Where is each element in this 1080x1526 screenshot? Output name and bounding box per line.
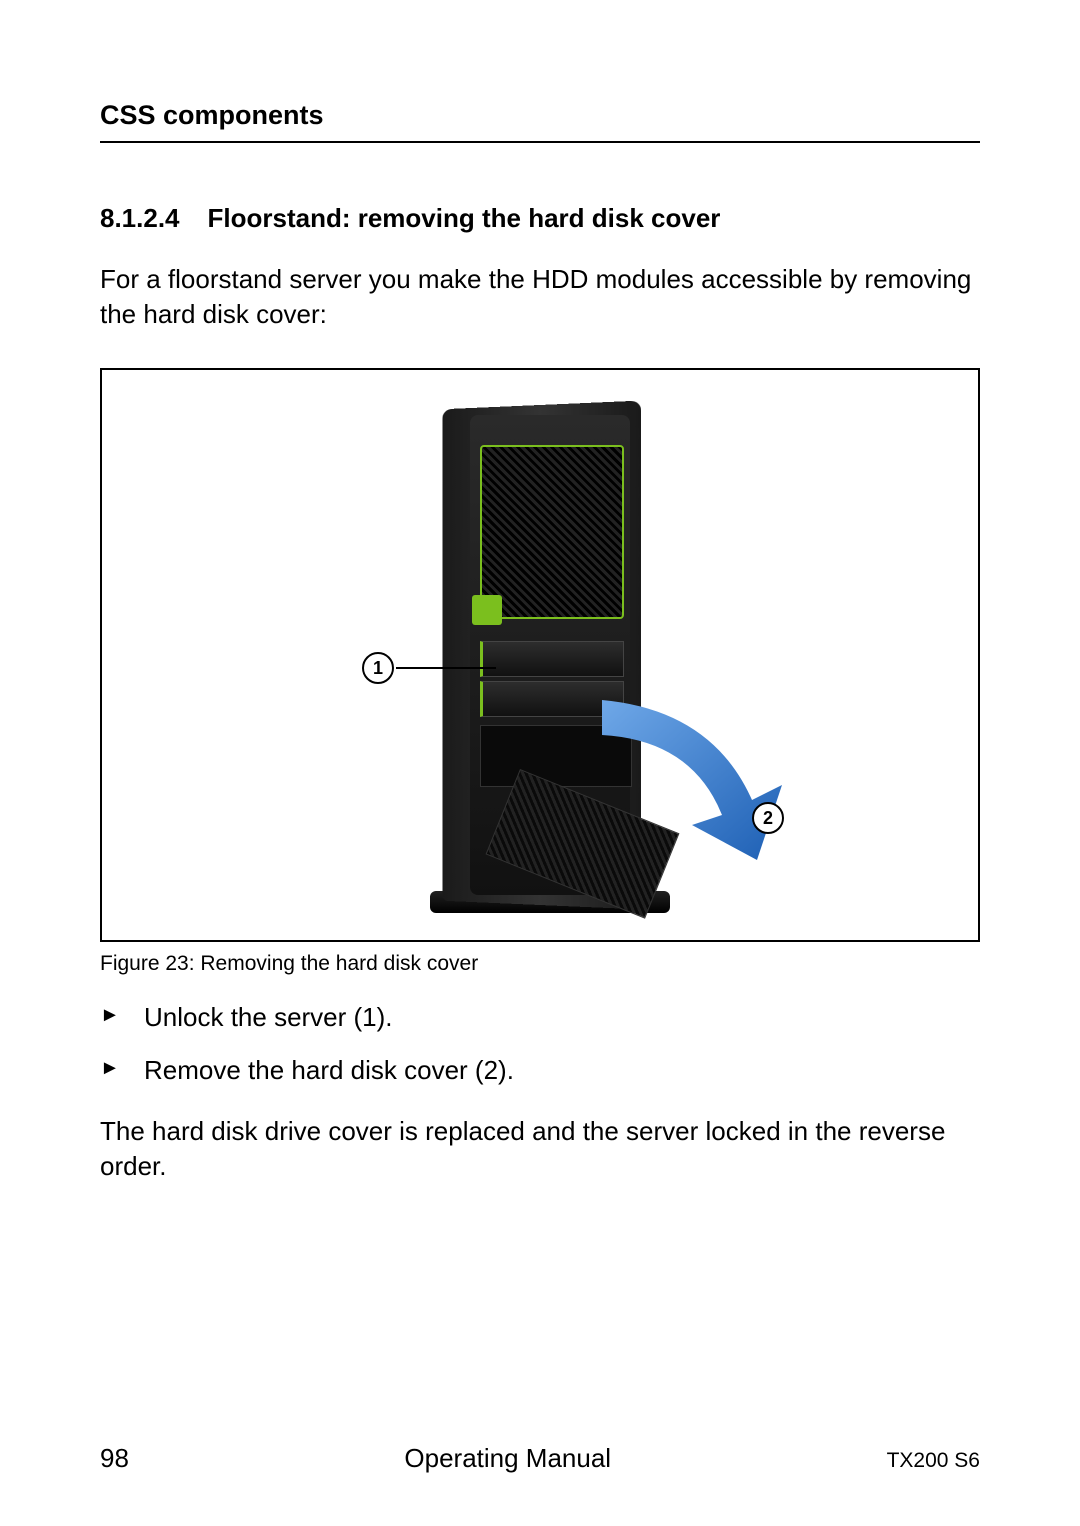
footer-model: TX200 S6 — [887, 1449, 980, 1473]
callout-1-label: 1 — [362, 652, 394, 684]
procedure-steps: Unlock the server (1). Remove the hard d… — [100, 1000, 980, 1088]
front-mesh — [480, 445, 624, 619]
closing-paragraph: The hard disk drive cover is replaced an… — [100, 1114, 980, 1184]
callout-1-leader — [396, 667, 496, 669]
figure-caption: Figure 23: Removing the hard disk cover — [100, 952, 980, 976]
section-title: Floorstand: removing the hard disk cover — [208, 203, 721, 233]
page-number: 98 — [100, 1443, 129, 1474]
page-footer: 98 Operating Manual TX200 S6 — [100, 1443, 980, 1474]
section-number: 8.1.2.4 — [100, 203, 180, 233]
callout-1: 1 — [362, 652, 496, 684]
section-heading: 8.1.2.4 Floorstand: removing the hard dis… — [100, 203, 980, 234]
footer-doc-title: Operating Manual — [404, 1443, 611, 1474]
running-header: CSS components — [100, 100, 980, 143]
intro-paragraph: For a floorstand server you make the HDD… — [100, 262, 980, 332]
drive-bay — [480, 641, 624, 677]
power-button-icon — [472, 595, 502, 625]
step-item: Remove the hard disk cover (2). — [100, 1053, 980, 1088]
figure-23: 1 2 — [100, 368, 980, 942]
callout-2-label: 2 — [752, 802, 784, 834]
step-item: Unlock the server (1). — [100, 1000, 980, 1035]
callout-2: 2 — [752, 802, 784, 834]
removal-arrow-icon — [582, 690, 802, 870]
